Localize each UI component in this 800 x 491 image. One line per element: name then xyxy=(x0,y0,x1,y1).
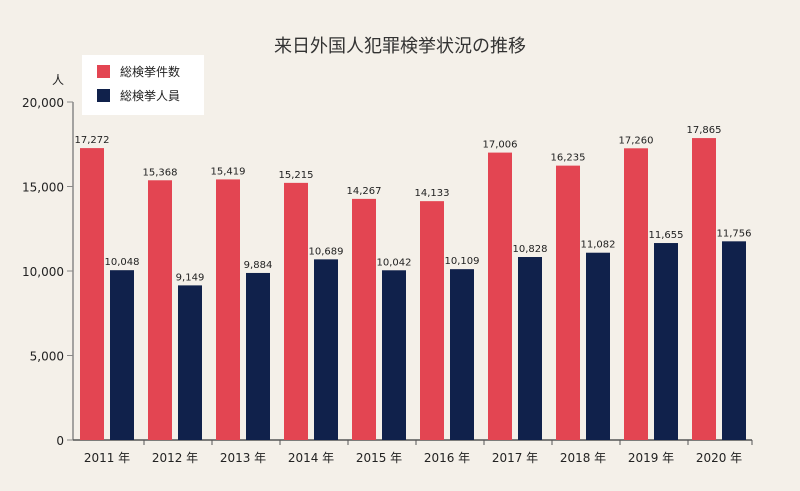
data-label: 15,419 xyxy=(211,166,246,177)
x-tick-label: 2013 年 xyxy=(220,451,266,465)
data-label: 10,689 xyxy=(309,246,344,257)
data-label: 10,048 xyxy=(105,257,140,268)
data-label: 17,260 xyxy=(619,135,654,146)
data-label: 11,082 xyxy=(581,240,616,251)
data-label: 14,133 xyxy=(415,188,450,199)
bar-cases xyxy=(624,148,648,440)
bar-persons xyxy=(654,243,678,440)
bar-persons xyxy=(178,285,202,440)
bar-cases xyxy=(692,138,716,441)
x-tick-label: 2019 年 xyxy=(628,451,674,465)
bar-cases xyxy=(216,179,240,441)
bar-cases xyxy=(420,201,444,440)
data-label: 11,756 xyxy=(717,228,752,239)
data-label: 9,884 xyxy=(244,260,273,271)
bar-persons xyxy=(450,269,474,440)
y-tick-label: 0 xyxy=(56,434,64,448)
data-label: 9,149 xyxy=(176,272,205,283)
data-label: 15,368 xyxy=(143,167,178,178)
bar-cases xyxy=(284,182,308,440)
x-tick-label: 2016 年 xyxy=(424,451,470,465)
legend-swatch-cases xyxy=(97,65,110,78)
data-label: 14,267 xyxy=(347,186,382,197)
data-label: 16,235 xyxy=(551,153,586,164)
legend-label-persons: 総検挙人員 xyxy=(120,89,180,103)
data-label: 10,042 xyxy=(377,257,412,268)
legend: 総検挙件数 総検挙人員 xyxy=(82,55,204,115)
data-label: 15,215 xyxy=(279,170,314,181)
data-label: 10,828 xyxy=(513,244,548,255)
data-label: 17,006 xyxy=(483,140,518,151)
chart-title: 来日外国人犯罪検挙状況の推移 xyxy=(274,36,526,57)
y-tick-label: 15,000 xyxy=(22,181,64,195)
legend-box xyxy=(82,55,204,115)
x-tick-label: 2014 年 xyxy=(288,451,334,465)
x-tick-label: 2020 年 xyxy=(696,451,742,465)
bar-cases xyxy=(556,165,580,441)
bar-persons xyxy=(586,252,610,440)
x-tick-label: 2018 年 xyxy=(560,451,606,465)
bar-cases xyxy=(80,148,104,440)
data-label: 11,655 xyxy=(649,230,684,241)
bar-cases xyxy=(148,180,172,440)
x-tick-label: 2011 年 xyxy=(84,451,130,465)
bar-cases xyxy=(488,152,512,440)
y-axis-label: 人 xyxy=(52,73,64,87)
y-tick-label: 5,000 xyxy=(30,350,64,364)
data-label: 10,109 xyxy=(445,256,480,267)
legend-label-cases: 総検挙件数 xyxy=(120,64,180,79)
x-tick-label: 2015 年 xyxy=(356,451,402,465)
legend-swatch-persons xyxy=(97,89,110,102)
data-label: 17,865 xyxy=(687,125,722,136)
bar-persons xyxy=(722,241,746,440)
x-tick-label: 2012 年 xyxy=(152,451,198,465)
bar-cases xyxy=(352,198,376,440)
bar-persons xyxy=(518,257,542,440)
bar-persons xyxy=(110,270,134,440)
bar-persons xyxy=(314,259,338,440)
bar-persons xyxy=(246,272,270,440)
y-tick-label: 20,000 xyxy=(22,96,64,110)
data-label: 17,272 xyxy=(75,135,110,146)
bar-persons xyxy=(382,270,406,440)
y-tick-label: 10,000 xyxy=(22,265,64,279)
x-tick-label: 2017 年 xyxy=(492,451,538,465)
